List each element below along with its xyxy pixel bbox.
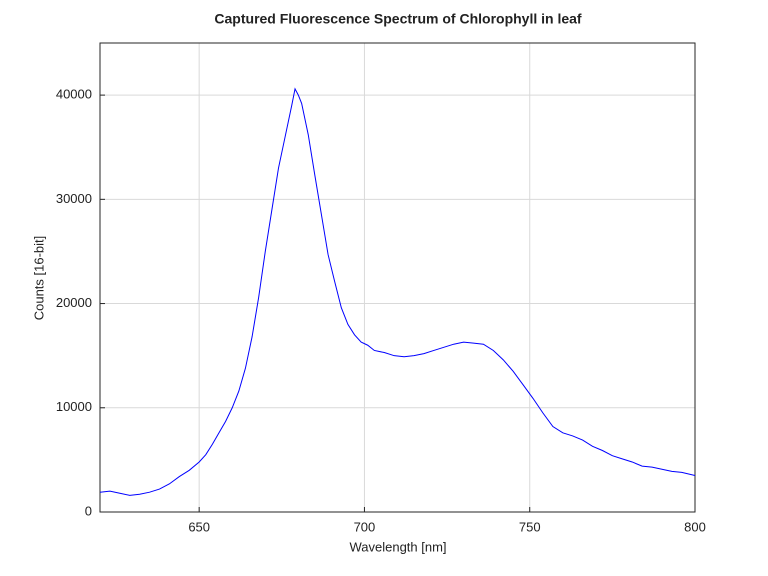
- x-tick-label: 750: [519, 519, 541, 534]
- chart-title: Captured Fluorescence Spectrum of Chloro…: [214, 11, 582, 27]
- y-axis-label: Counts [16-bit]: [31, 236, 46, 321]
- plot-frame: [99, 42, 696, 513]
- y-tick-label: 0: [85, 503, 92, 518]
- plot-area: [100, 43, 695, 512]
- y-tick-label: 30000: [56, 191, 92, 206]
- y-tick-label: 10000: [56, 399, 92, 414]
- x-tick-label: 650: [188, 519, 210, 534]
- x-tick-label: 700: [354, 519, 376, 534]
- y-tick-label: 20000: [56, 295, 92, 310]
- x-tick-label: 800: [684, 519, 706, 534]
- y-tick-label: 40000: [56, 87, 92, 102]
- spectrum-line: [99, 87, 696, 496]
- x-axis-label: Wavelength [nm]: [349, 539, 446, 554]
